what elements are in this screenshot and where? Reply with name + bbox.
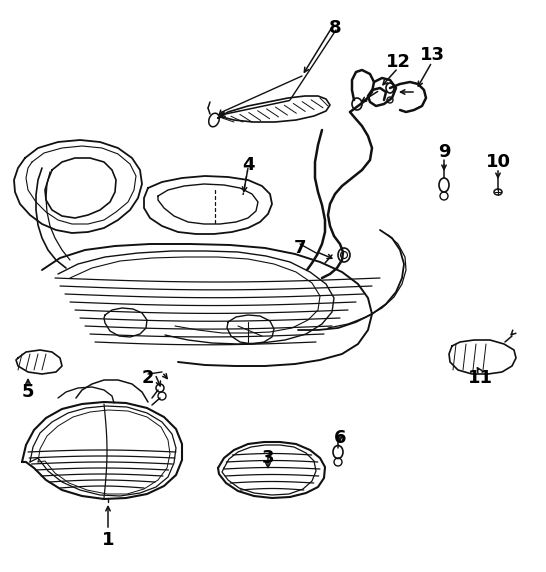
Text: 3: 3 bbox=[262, 449, 274, 467]
Text: 9: 9 bbox=[438, 143, 450, 161]
Text: 2: 2 bbox=[142, 369, 155, 387]
Text: 12: 12 bbox=[385, 53, 411, 71]
Text: 6: 6 bbox=[334, 429, 346, 447]
Text: 1: 1 bbox=[102, 531, 114, 549]
Text: 13: 13 bbox=[419, 46, 444, 64]
Text: 4: 4 bbox=[242, 156, 254, 174]
Text: 8: 8 bbox=[329, 19, 341, 37]
Text: 10: 10 bbox=[485, 153, 511, 171]
Text: 7: 7 bbox=[294, 239, 306, 257]
Text: 11: 11 bbox=[467, 369, 492, 387]
Text: 5: 5 bbox=[22, 383, 34, 401]
